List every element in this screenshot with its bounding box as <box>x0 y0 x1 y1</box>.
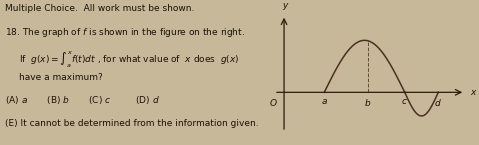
Text: Multiple Choice.  All work must be shown.: Multiple Choice. All work must be shown. <box>5 4 195 13</box>
Text: $d$: $d$ <box>434 97 442 108</box>
Text: $a$: $a$ <box>321 97 328 106</box>
Text: If  $g(x)=\int_a^x f(t)dt$ , for what value of  $x$ does  $g(x)$: If $g(x)=\int_a^x f(t)dt$ , for what val… <box>19 49 240 70</box>
Text: (A) $a$       (B) $b$       (C) $c$         (D) $d$: (A) $a$ (B) $b$ (C) $c$ (D) $d$ <box>5 94 160 106</box>
Text: 18. The graph of $f$ is shown in the figure on the right.: 18. The graph of $f$ is shown in the fig… <box>5 26 245 39</box>
Text: $y$: $y$ <box>282 1 289 12</box>
Text: $c$: $c$ <box>401 97 408 106</box>
Text: have a maximum?: have a maximum? <box>19 72 103 81</box>
Text: $O$: $O$ <box>269 97 277 108</box>
Text: $x$: $x$ <box>470 88 478 97</box>
Text: (E) It cannot be determined from the information given.: (E) It cannot be determined from the inf… <box>5 119 259 128</box>
Text: $b$: $b$ <box>364 97 372 108</box>
